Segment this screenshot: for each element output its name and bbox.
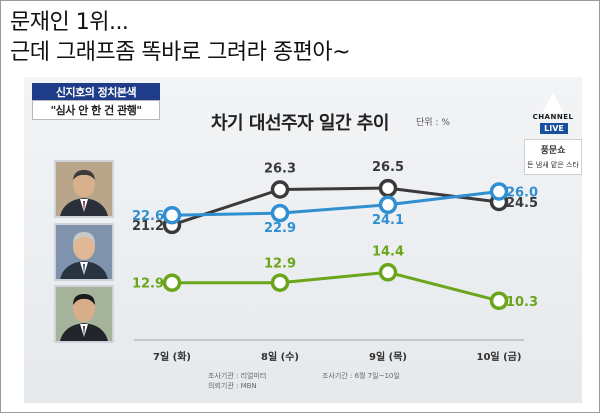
series-lines [171, 186, 500, 303]
channel-name: CHANNEL [532, 113, 574, 121]
data-point-s1-3 [378, 178, 398, 198]
data-point-s3-4 [489, 291, 509, 311]
data-point-s3-2 [270, 273, 290, 292]
data-label-s1-2: 26.3 [264, 162, 296, 177]
channel-a-icon [542, 93, 564, 113]
data-point-s2-1 [162, 205, 182, 225]
data-label-s3-1: 12.9 [132, 277, 164, 292]
promo-name: 풍문쇼 [540, 146, 566, 156]
x-tick-label-3: 9일 (목) [369, 350, 407, 363]
show-subtitle: "심사 안 한 건 관행" [32, 100, 160, 120]
data-point-s3-1 [162, 273, 182, 292]
avatar-candidate-1 [54, 160, 114, 218]
series-line-2 [171, 190, 500, 217]
data-label-s2-2: 22.9 [264, 221, 296, 236]
data-point-s3-3 [378, 263, 398, 282]
promo-subtitle: 돈 냄새 맡은 스타 [527, 161, 579, 169]
data-point-s2-2 [270, 203, 290, 223]
data-label-s2-3: 24.1 [372, 213, 404, 228]
show-title: 신지호의 정치본색 [32, 83, 160, 100]
data-point-s1-2 [270, 180, 290, 199]
promo-badge: 풍문쇼 돈 냄새 맡은 스타 [524, 139, 582, 175]
series-line-3 [172, 270, 500, 303]
data-label-s2-4: 26.0 [506, 186, 538, 201]
person-portrait-icon [56, 162, 112, 216]
person-portrait-icon [56, 225, 112, 279]
live-badge: LIVE [540, 123, 568, 134]
avatar-candidate-3 [54, 285, 114, 343]
x-axis-ticks: 7일 (화) 8일 (수) 9일 (목) 10일 (금) [153, 350, 521, 363]
source-agency: 조사기관 : 리얼미터 [208, 372, 267, 380]
source-period: 조사기간 : 6월 7일~10일 [322, 372, 400, 380]
source-client: 의뢰기관 : MBN [208, 382, 257, 390]
channel-logo: CHANNEL LIVE [528, 93, 578, 137]
tv-broadcast-frame: 신지호의 정치본색 "심사 안 한 건 관행" 차기 대선주자 일간 추이 단위… [24, 77, 582, 403]
chart-unit: 단위 : % [416, 118, 450, 128]
line-chart: 7일 (화) 8일 (수) 9일 (목) 10일 (금) 21.2 26.3 26.5 24… [132, 160, 538, 363]
x-tick-label-1: 7일 (화) [153, 350, 191, 363]
show-tag: 신지호의 정치본색 "심사 안 한 건 관행" [32, 83, 160, 121]
data-point-s2-4 [489, 182, 509, 201]
series-points [162, 178, 509, 311]
series-line-1 [171, 186, 500, 227]
chart-title: 차기 대선주자 일간 추이 [211, 113, 389, 134]
data-label-s3-3: 14.4 [372, 244, 404, 259]
data-label-s1-3: 26.5 [372, 160, 404, 175]
data-label-s2-1: 22.6 [132, 209, 164, 224]
person-portrait-icon [56, 287, 112, 341]
x-tick-label-2: 8일 (수) [261, 350, 299, 363]
x-tick-label-4: 10일 (금) [477, 350, 522, 363]
caption-line-2: 근데 그래프좀 똑바로 그려라 종편아~ [10, 40, 351, 65]
data-labels: 21.2 26.3 26.5 24.5 22.6 22.9 24.1 26.0 12.9 12.9… [132, 160, 538, 310]
data-label-s3-4: 10.3 [506, 295, 538, 310]
data-label-s3-2: 12.9 [264, 257, 296, 272]
data-label-s1-1: 21.2 [132, 219, 164, 234]
caption-line-1: 문재인 1위... [10, 10, 129, 35]
data-label-s1-4: 24.5 [506, 196, 538, 211]
avatar-candidate-2 [54, 223, 114, 281]
data-point-s2-3 [378, 195, 398, 215]
